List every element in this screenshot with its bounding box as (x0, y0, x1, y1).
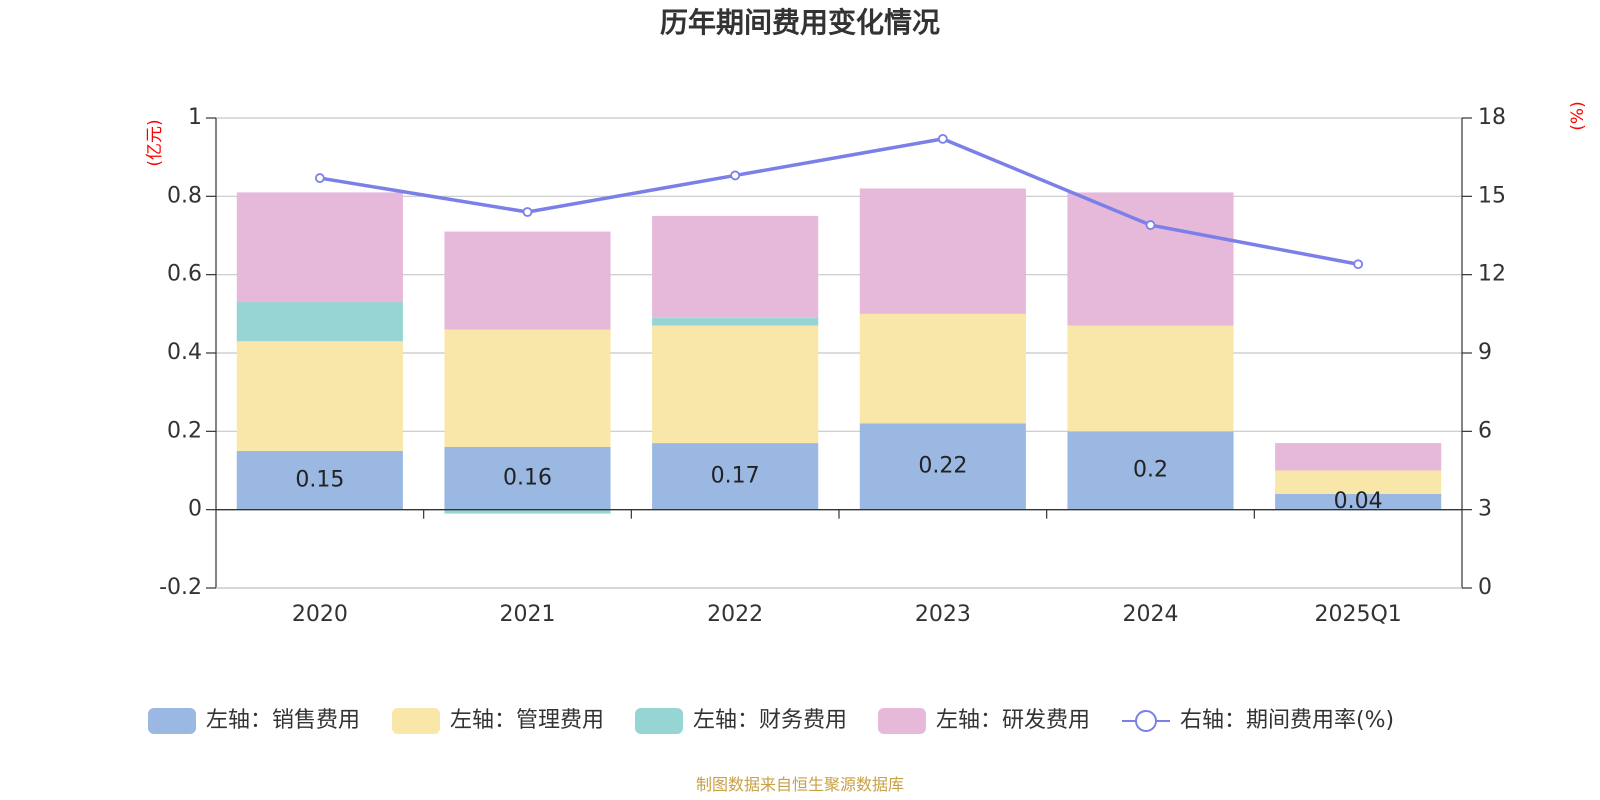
chart-title: 历年期间费用变化情况 (660, 6, 940, 39)
bar-segment (236, 302, 403, 342)
bar-segment (236, 341, 403, 451)
bar-segment (859, 313, 1026, 424)
bar-data-label: 0.2 (1133, 458, 1168, 483)
legend-marker-swatch (1135, 710, 1157, 732)
bar-segment (652, 443, 819, 510)
rate-point (1353, 259, 1364, 270)
left-tick-label: 1 (188, 105, 202, 130)
right-tick-label: 6 (1478, 418, 1492, 443)
bars-layer (236, 188, 1442, 514)
bar-segment (1275, 443, 1442, 471)
axes-layer: 1 0.8 0.6 0.4 0.2 0 -0.2 18 15 12 9 6 3 0 (159, 105, 1506, 600)
bar-segment (1067, 431, 1234, 510)
x-tick-label: 2020 (292, 602, 348, 627)
legend-swatch (635, 708, 683, 734)
bar-segment (444, 447, 611, 510)
bar-segment (652, 325, 819, 444)
left-tick-label: 0 (188, 497, 202, 522)
bar-data-label: 0.17 (711, 463, 760, 488)
right-tick-label: 9 (1478, 340, 1492, 365)
rate-line-layer (314, 133, 1364, 270)
rate-point (314, 173, 325, 183)
bar-segment (1275, 470, 1442, 494)
bar-segment (236, 450, 403, 510)
left-tick-label: -0.2 (159, 575, 202, 600)
bar-segment (859, 188, 1026, 314)
legend-label: 左轴：财务费用 (693, 708, 847, 733)
legend-swatch (878, 708, 926, 734)
legend: 左轴：销售费用 左轴：管理费用 左轴：财务费用 左轴：研发费用 右轴：期间费用率(%) (148, 708, 1394, 734)
rate-point (730, 170, 741, 181)
bar-segment (652, 317, 819, 326)
legend-swatch (392, 708, 440, 734)
legend-swatch (148, 708, 196, 734)
bar-segment (1067, 325, 1234, 432)
right-tick-label: 18 (1478, 105, 1506, 130)
legend-label: 左轴：管理费用 (450, 708, 604, 733)
right-tick-label: 12 (1478, 262, 1506, 287)
bar-data-label: 0.15 (295, 467, 344, 492)
right-axis-unit: (%) (1568, 101, 1588, 130)
bar-segment (1067, 192, 1234, 326)
rate-line (319, 137, 1359, 266)
legend-label: 右轴：期间费用率(%) (1180, 708, 1394, 733)
bar-segment (652, 215, 819, 318)
right-tick-label: 0 (1478, 575, 1492, 600)
left-axis-unit: (亿元) (145, 119, 165, 166)
bar-segment (444, 329, 611, 447)
left-tick-label: 0.8 (167, 183, 202, 208)
bar-data-label: 0.04 (1334, 489, 1383, 514)
rate-point (1145, 220, 1156, 230)
rate-point (522, 207, 533, 217)
rate-point (937, 133, 948, 144)
bar-segment (859, 423, 1026, 510)
bar-segment (444, 509, 611, 514)
bar-data-label: 0.16 (503, 465, 552, 490)
right-tick-label: 3 (1478, 497, 1492, 522)
bar-segment (1275, 494, 1442, 510)
left-tick-label: 0.4 (167, 340, 202, 365)
x-tick-label: 2022 (707, 602, 763, 627)
right-tick-label: 15 (1478, 183, 1506, 208)
bar-data-label: 0.22 (918, 454, 967, 479)
bar-segment (236, 192, 403, 303)
x-tick-label: 2021 (500, 602, 556, 627)
legend-label: 左轴：研发费用 (936, 708, 1090, 733)
source-note: 制图数据来自恒生聚源数据库 (696, 775, 904, 794)
x-tick-label: 2023 (915, 602, 971, 627)
x-tick-label: 2025Q1 (1315, 602, 1402, 627)
data-labels-layer: 2020 2021 2022 2023 2024 2025Q1 0.15 0.16 0.17 0.… (292, 454, 1402, 627)
bar-segment (444, 231, 611, 330)
x-tick-label: 2024 (1123, 602, 1179, 627)
left-tick-label: 0.6 (167, 262, 202, 287)
left-tick-label: 0.2 (167, 418, 202, 443)
legend-label: 左轴：销售费用 (206, 708, 360, 733)
